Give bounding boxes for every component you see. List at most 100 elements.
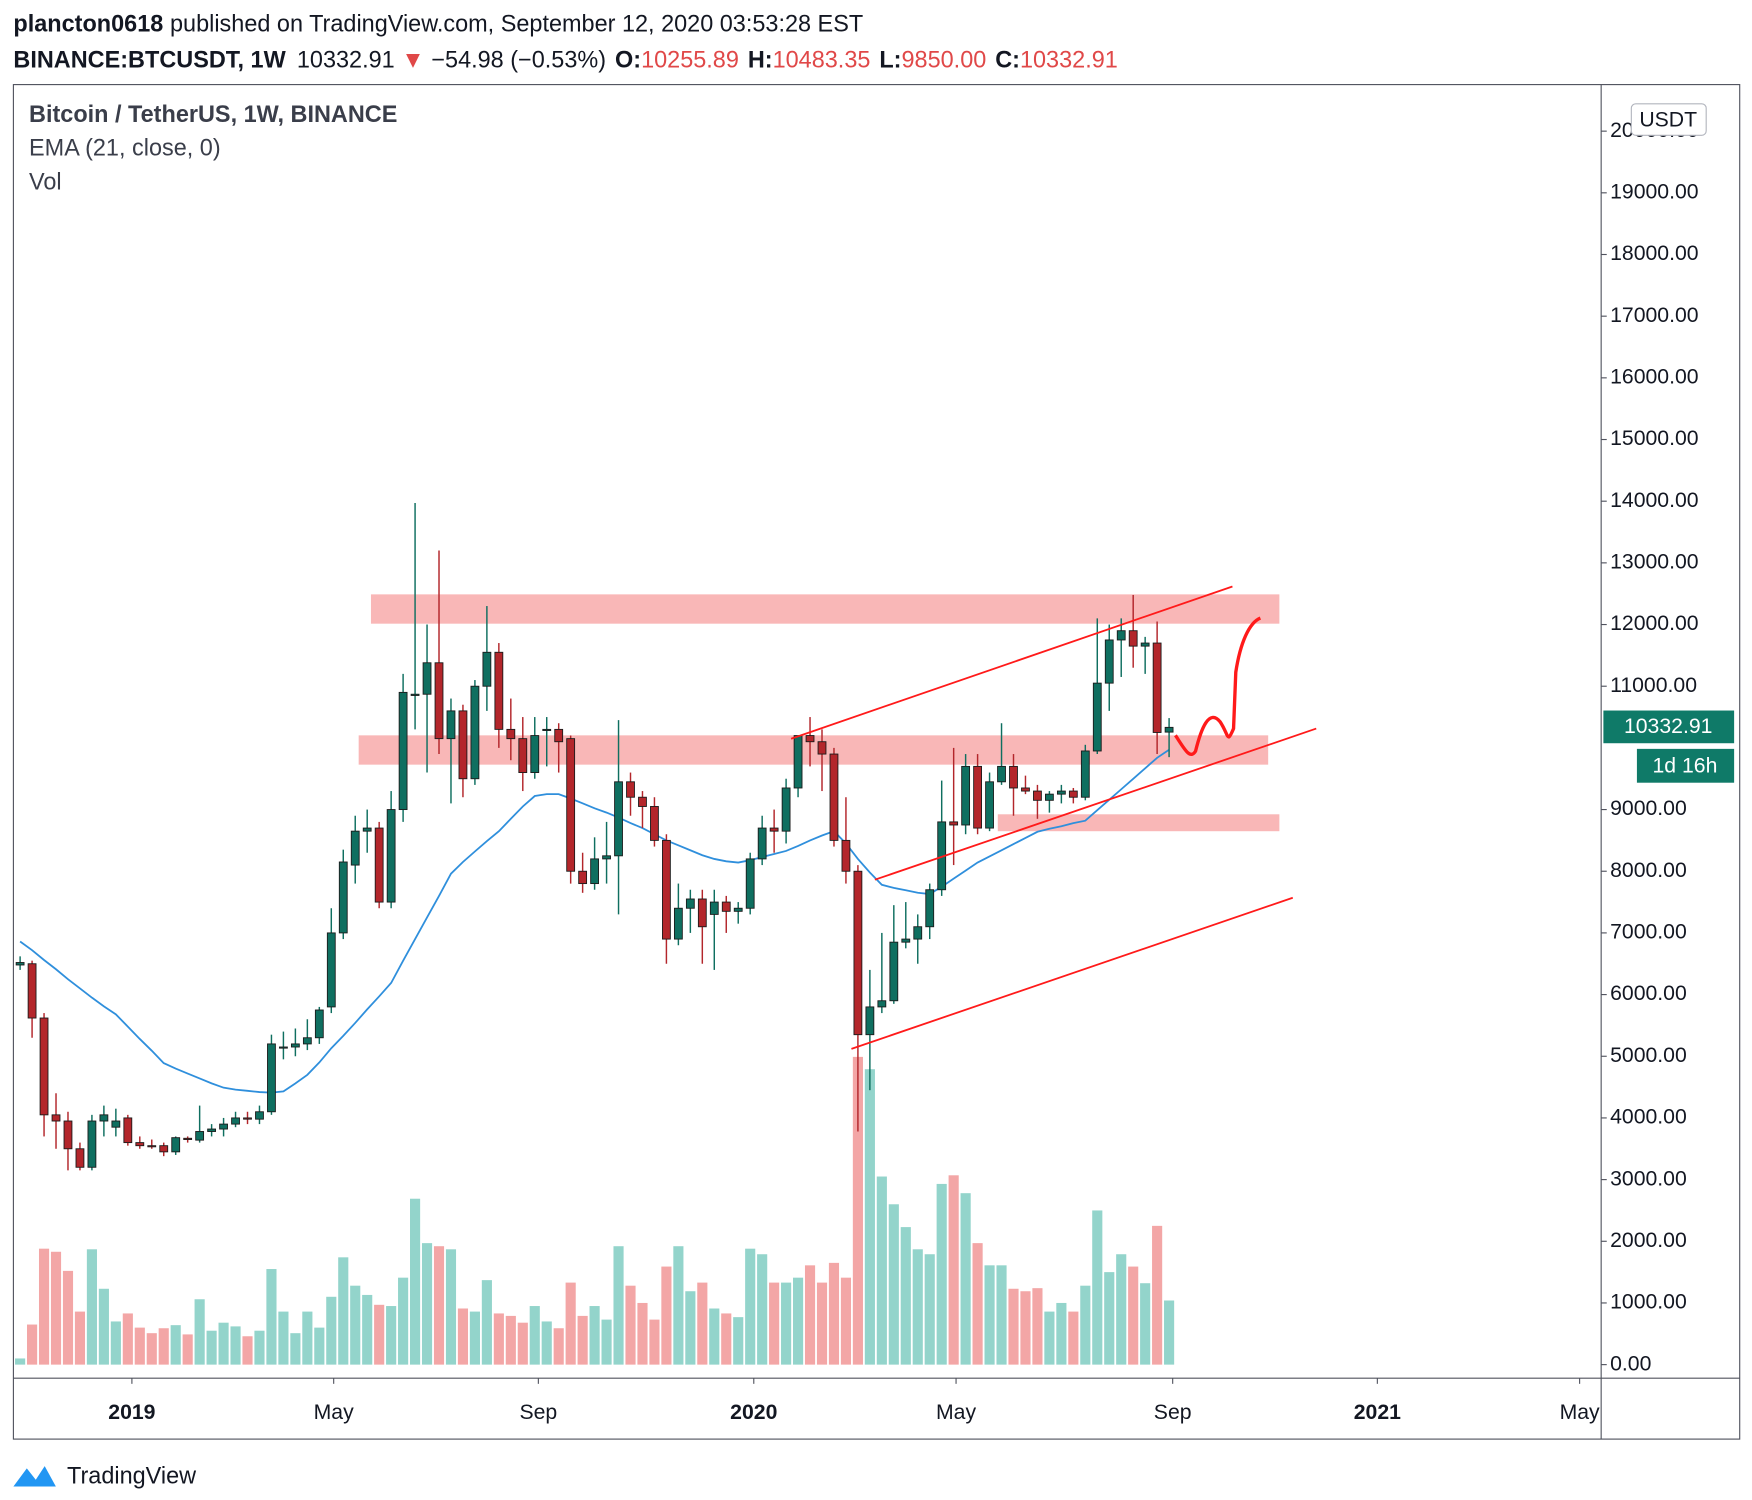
last-price-label: 10332.91 [1624,714,1712,738]
volume-bar [110,1321,121,1365]
candle-body [769,827,779,832]
candle-body [1080,750,1090,798]
y-tick-label: 15000.00 [1610,426,1699,450]
y-tick-label: 11000.00 [1610,673,1697,697]
candle-body [901,938,911,943]
volume-bar [864,1069,875,1365]
candle-body [1116,630,1126,641]
ema-line [19,749,1170,1094]
volume-bar [230,1326,241,1365]
y-tick-label: 13000.00 [1610,549,1699,573]
candle-body [219,1123,228,1130]
volume-bar [589,1306,600,1365]
candle-body [494,651,504,730]
change: −54.98 (−0.53%) [431,47,606,73]
candle-body [231,1117,240,1125]
countdown-tag [1636,748,1735,783]
candle-body [290,1043,300,1048]
candle-body [578,870,588,885]
volume-bar [1056,1302,1067,1365]
volume-bar [553,1328,564,1365]
volume-bar [852,1056,863,1365]
volume-bar [421,1243,433,1365]
chart-title: Bitcoin / TetherUS, 1W, BINANCE [29,101,397,127]
y-tick-label: 5000.00 [1610,1043,1687,1067]
volume-bar [158,1328,169,1365]
candle-body [111,1120,121,1128]
volume-bar [565,1282,576,1365]
volume-bar [685,1291,696,1365]
o-value: 10255.89 [641,47,739,73]
candle-body [697,898,707,928]
volume-bar [936,1183,947,1365]
volume-bar [170,1325,181,1365]
last-price-tag [1603,710,1735,744]
candle-body [745,858,755,909]
candle-body [302,1037,312,1045]
candle-body [817,741,827,755]
candle-body [566,738,576,872]
volume-bar [433,1246,445,1365]
volume-bar [326,1296,337,1365]
candle-body [243,1117,252,1120]
candle-body [673,907,683,940]
candle-body [985,781,994,829]
candle-body [1104,639,1114,684]
resistance-zone [370,594,1280,624]
l-label: L: [879,47,901,73]
y-tick-label: 3000.00 [1610,1166,1687,1190]
volume-bar [302,1311,313,1365]
y-tick-label: 14000.00 [1610,488,1699,512]
volume-bar [15,1358,26,1365]
volume-bar [541,1321,552,1365]
candle-body [997,765,1006,783]
y-tick-label: 6000.00 [1610,981,1687,1005]
candle-body [1068,790,1078,798]
volume-bar [517,1322,528,1365]
volume-bar [206,1330,217,1365]
candle-body [195,1131,205,1141]
candle-body [123,1117,133,1144]
currency-badge[interactable] [1630,103,1707,136]
candle-body [1164,726,1174,733]
volume-bar [290,1333,301,1365]
candle-body [374,827,384,903]
volume-bar [1044,1311,1055,1365]
trend-line [851,896,1294,1050]
y-tick-label: 7000.00 [1610,919,1687,943]
candle-body [135,1142,145,1147]
volume-bar [1152,1225,1163,1365]
volume-bar [529,1306,540,1365]
candle-body [87,1120,97,1168]
candle-body [99,1114,109,1122]
volume-bar [888,1204,899,1365]
volume-bar [1032,1288,1043,1365]
x-tick-label: May [314,1400,354,1424]
volume-bar [1104,1272,1115,1365]
volume-bar [445,1249,457,1365]
candle-body [1140,642,1150,647]
countdown: 1d 16h [1653,753,1718,777]
volume-bar [410,1198,421,1365]
candle-body [602,855,611,860]
volume-bar [398,1277,409,1365]
x-tick-label: Sep [519,1400,557,1424]
volume-bar [804,1265,816,1365]
candle-body [1056,790,1066,795]
volume-bar [146,1333,157,1365]
c-label: C: [995,47,1020,73]
volume-bar [314,1327,325,1365]
volume-bar [757,1254,768,1365]
candle-body [63,1120,73,1150]
candle-body [542,728,552,731]
candle-body [207,1128,217,1132]
x-tick-label: May [936,1400,976,1424]
volume-bar [50,1251,62,1365]
volume-bar [781,1282,792,1365]
projection-path [1174,616,1262,757]
candle-body [314,1009,324,1039]
logo: TradingView [13,1463,197,1489]
volume-bar [1140,1283,1151,1365]
candle-body [1128,630,1138,647]
